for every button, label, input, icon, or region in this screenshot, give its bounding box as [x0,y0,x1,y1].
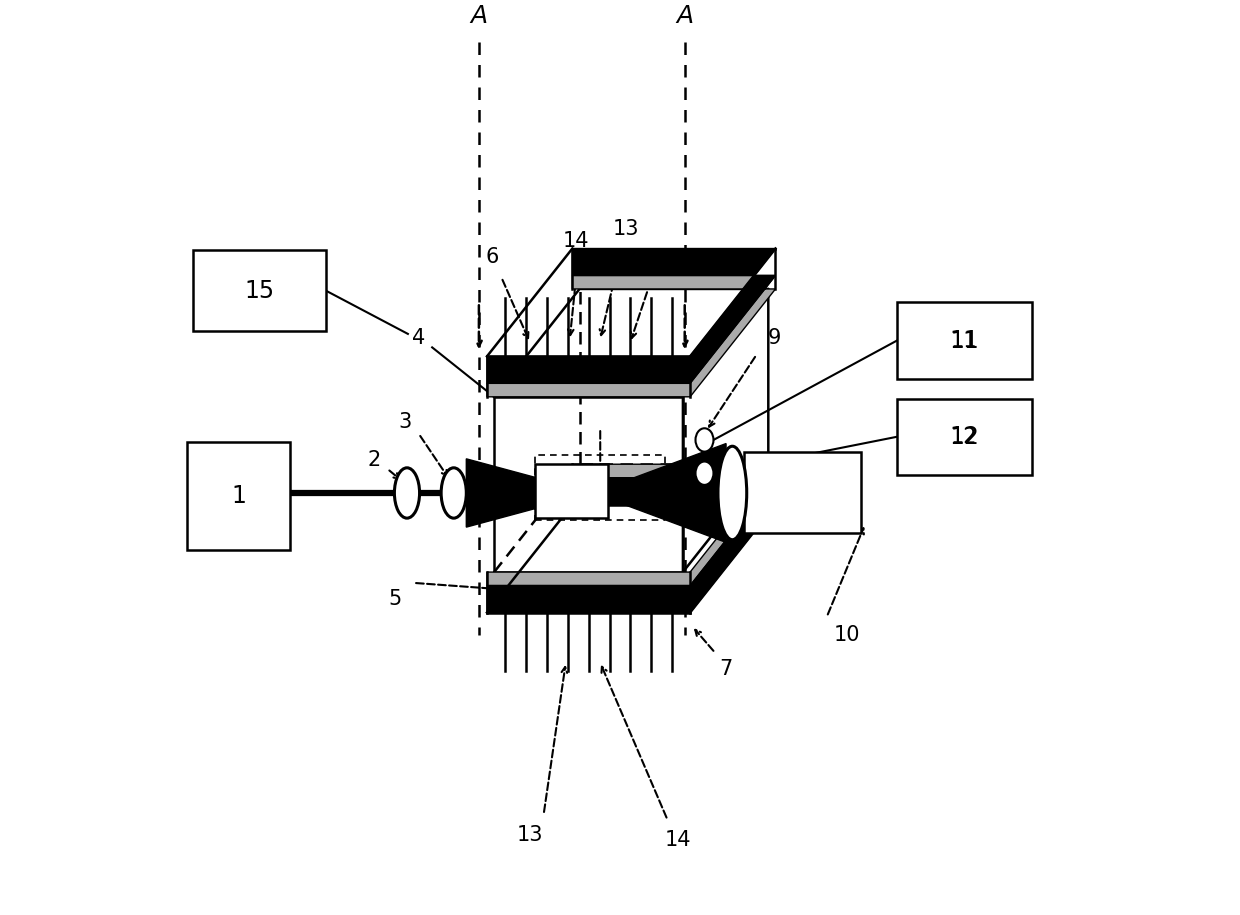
Text: 12: 12 [951,427,977,447]
Text: 12: 12 [950,425,980,448]
Polygon shape [487,478,775,612]
Text: 11: 11 [950,328,980,352]
Text: 6: 6 [486,247,498,267]
Text: 14: 14 [563,231,589,252]
Text: 4: 4 [412,328,425,349]
Bar [744,452,861,533]
Ellipse shape [394,468,419,518]
Text: 2: 2 [367,449,381,469]
Text: 13: 13 [517,824,543,845]
Text: 8: 8 [647,249,660,269]
Ellipse shape [696,428,713,452]
Ellipse shape [441,468,466,518]
Bar [897,399,1032,475]
Ellipse shape [696,461,713,485]
Bar [897,303,1032,379]
Text: A: A [676,5,693,28]
Ellipse shape [718,447,746,540]
Text: 13: 13 [613,219,640,239]
Text: 10: 10 [833,625,859,645]
Text: 9: 9 [768,328,781,349]
Text: 3: 3 [398,412,412,432]
Polygon shape [593,444,727,543]
Bar [193,251,326,331]
Bar [534,464,609,518]
Polygon shape [487,275,775,397]
Polygon shape [487,249,775,383]
Text: A: A [470,5,487,28]
Text: 14: 14 [665,830,692,850]
Polygon shape [466,458,593,527]
Text: 15: 15 [244,279,274,303]
Text: 7: 7 [719,659,733,679]
Text: 11: 11 [951,331,977,351]
Text: 5: 5 [388,589,402,609]
Text: 1: 1 [231,484,246,508]
Bar [187,442,290,550]
Polygon shape [487,464,775,586]
